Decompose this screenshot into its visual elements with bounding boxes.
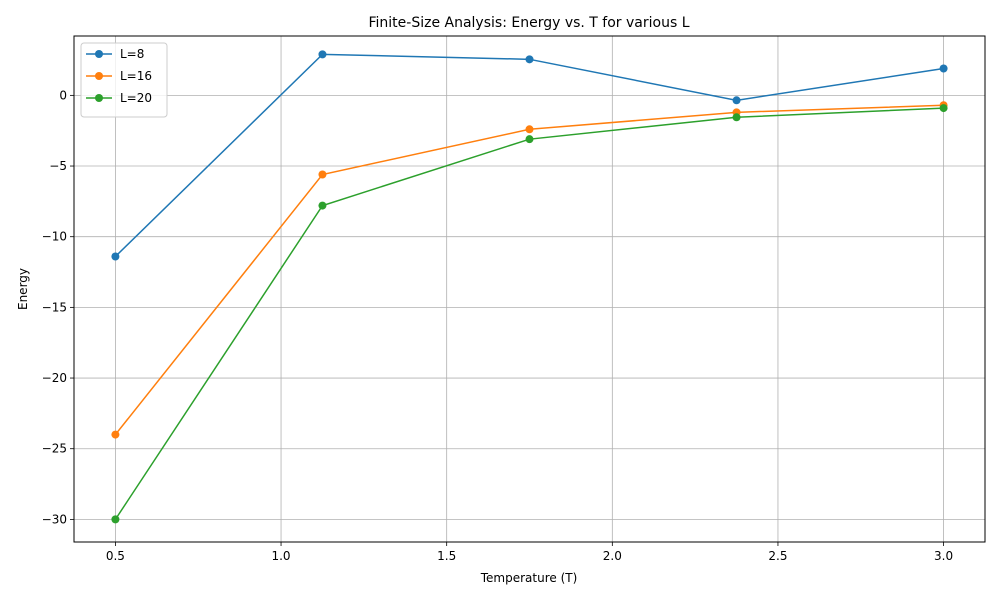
y-tick-label: −5	[49, 159, 67, 173]
legend: L=8 L=16 L=20	[80, 42, 168, 118]
y-tick-label: −15	[42, 300, 67, 314]
data-point-l-20	[732, 113, 741, 122]
plot-frame	[73, 35, 986, 543]
series-l-16	[111, 101, 948, 439]
x-ticks: 0.5 1.0 1.5 2.0 2.5 3.0	[106, 542, 953, 563]
x-tick-label: 1.0	[271, 549, 290, 563]
chart-title: Finite-Size Analysis: Energy vs. T for v…	[368, 15, 689, 31]
x-tick-label: 2.5	[768, 549, 787, 563]
legend-marker-l-16	[95, 72, 103, 80]
legend-label-l-16: L=16	[120, 69, 152, 83]
series-layer	[111, 50, 948, 524]
data-point-l-8	[732, 96, 741, 105]
x-tick-label: 2.0	[603, 549, 622, 563]
series-line-l-16	[114, 104, 944, 436]
legend-label-l-20: L=20	[120, 91, 152, 105]
data-point-l-8	[939, 64, 948, 73]
data-point-l-16	[111, 430, 120, 439]
data-point-l-8	[111, 252, 120, 261]
x-axis-label: Temperature (T)	[480, 571, 578, 585]
series-line-l-20	[114, 107, 944, 520]
y-tick-label: −30	[42, 512, 67, 526]
grid	[74, 36, 985, 542]
y-tick-label: −10	[42, 230, 67, 244]
data-point-l-20	[111, 515, 120, 524]
data-point-l-20	[939, 104, 948, 113]
legend-marker-l-20	[95, 94, 103, 102]
legend-label-l-8: L=8	[120, 47, 144, 61]
legend-marker-l-8	[95, 50, 103, 58]
data-point-l-16	[525, 125, 534, 134]
y-tick-label: −20	[42, 371, 67, 385]
x-tick-label: 3.0	[934, 549, 953, 563]
data-point-l-20	[525, 135, 534, 144]
data-point-l-20	[318, 201, 327, 210]
y-ticks: 0 −5 −10 −15 −20 −25 −30	[42, 88, 74, 526]
y-tick-label: 0	[59, 88, 67, 102]
series-l-20	[111, 104, 948, 524]
data-point-l-16	[318, 170, 327, 179]
data-point-l-8	[525, 55, 534, 64]
x-tick-label: 1.5	[437, 549, 456, 563]
data-point-l-8	[318, 50, 327, 59]
y-axis-label: Energy	[16, 268, 30, 310]
series-line-l-8	[114, 53, 944, 258]
series-l-8	[111, 50, 948, 261]
y-tick-label: −25	[42, 442, 67, 456]
x-tick-label: 0.5	[106, 549, 125, 563]
